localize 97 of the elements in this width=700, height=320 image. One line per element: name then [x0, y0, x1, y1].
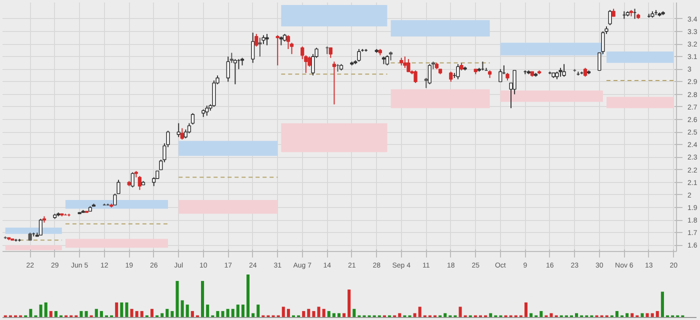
- candlestick: [385, 54, 390, 66]
- bar: [49, 311, 52, 318]
- bar: [180, 300, 184, 318]
- bar: [352, 308, 356, 318]
- candlestick: [212, 80, 216, 108]
- bar: [130, 308, 134, 318]
- candlestick: [562, 64, 566, 78]
- bar: [656, 311, 659, 318]
- bar: [170, 311, 174, 318]
- candlestick: [276, 34, 280, 66]
- bar: [140, 311, 144, 318]
- bar: [166, 308, 169, 318]
- candlestick: [180, 128, 184, 140]
- bar: [226, 308, 230, 318]
- bar: [29, 308, 32, 318]
- candlestick: [251, 32, 255, 64]
- candlestick: [498, 68, 502, 82]
- candlestick: [176, 122, 180, 138]
- bar: [646, 313, 649, 318]
- bar: [322, 308, 326, 318]
- bar: [550, 313, 553, 318]
- candlestick: [233, 58, 237, 85]
- bar: [286, 308, 290, 318]
- bar: [190, 311, 194, 318]
- candlestick: [205, 105, 209, 116]
- candlestick: [328, 47, 332, 58]
- bar: [317, 306, 320, 318]
- candlestick: [286, 34, 290, 50]
- bar: [337, 313, 340, 318]
- bar: [530, 313, 533, 318]
- bar: [176, 280, 179, 318]
- bar: [640, 313, 644, 318]
- bar: [80, 311, 83, 318]
- candlestick: [428, 64, 432, 85]
- bar: [342, 313, 346, 318]
- bar: [186, 304, 189, 318]
- candlestick: [608, 10, 612, 26]
- bar: [418, 306, 422, 318]
- candlestick: [424, 77, 428, 89]
- candlestick: [226, 56, 230, 82]
- bar: [84, 311, 88, 318]
- bar: [39, 304, 42, 318]
- bar: [458, 306, 462, 318]
- candlestick: [414, 70, 418, 84]
- candlestick: [38, 218, 43, 236]
- candlestick: [456, 64, 460, 80]
- bar: [489, 313, 492, 318]
- bar: [302, 311, 306, 318]
- bar: [252, 313, 255, 318]
- candlestick: [449, 71, 453, 82]
- bar: [160, 313, 164, 318]
- candlestick: [300, 46, 304, 60]
- bar: [332, 313, 336, 318]
- bar: [312, 311, 316, 318]
- candlestick: [357, 48, 361, 62]
- bar: [44, 302, 48, 318]
- candlestick: [230, 52, 234, 64]
- bar: [282, 306, 285, 318]
- bar: [650, 313, 654, 318]
- bar: [221, 311, 224, 318]
- candlestick: [332, 61, 336, 105]
- candlestick: [265, 33, 269, 46]
- candlestick: [512, 70, 516, 95]
- bar: [150, 308, 154, 318]
- bar: [575, 313, 578, 318]
- bar: [120, 302, 124, 318]
- bar: [626, 313, 629, 318]
- bar: [413, 313, 416, 318]
- bar: [54, 311, 58, 318]
- bar: [216, 311, 220, 318]
- candlestick: [130, 172, 134, 188]
- bar: [201, 280, 204, 318]
- candlestick: [254, 33, 258, 48]
- bar: [100, 311, 103, 318]
- bar: [241, 304, 244, 318]
- bar: [94, 308, 98, 318]
- bar: [246, 274, 250, 318]
- bar: [348, 290, 351, 318]
- bar: [206, 304, 210, 318]
- bar: [125, 302, 128, 318]
- bar: [444, 313, 447, 318]
- candlestick: [258, 37, 262, 58]
- bar: [524, 302, 528, 318]
- bar: [615, 311, 618, 318]
- candlestick: [403, 56, 407, 68]
- bar: [327, 311, 330, 318]
- bar: [307, 308, 310, 318]
- bar: [660, 292, 664, 318]
- bar: [135, 311, 138, 318]
- bar: [256, 304, 260, 318]
- bar: [236, 304, 240, 318]
- bar: [540, 311, 543, 318]
- bar: [398, 313, 402, 318]
- candlestick: [406, 58, 410, 72]
- bar: [115, 302, 118, 318]
- bar: [231, 308, 234, 318]
- bar: [630, 313, 634, 318]
